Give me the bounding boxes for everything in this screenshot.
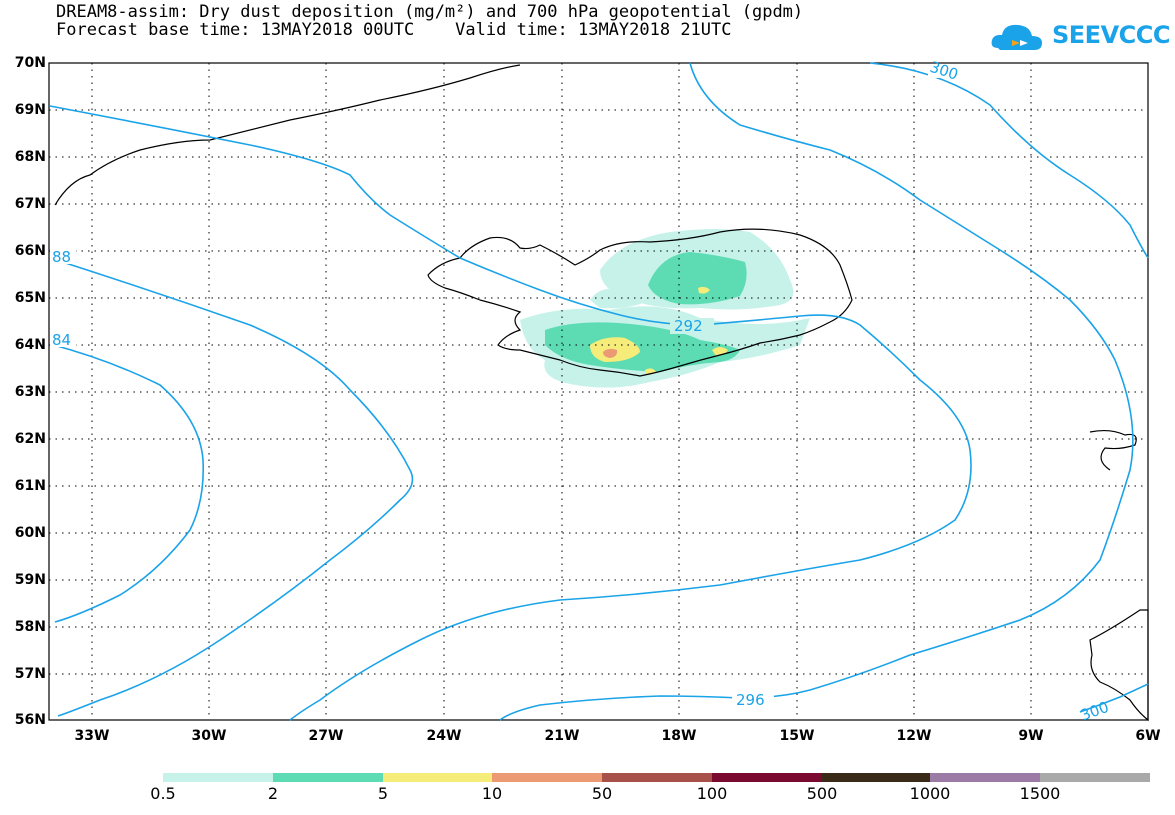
lat-label: 63N (14, 384, 46, 400)
legend-label: 10 (481, 784, 503, 803)
lon-label: 6W (1135, 728, 1161, 744)
lon-label: 18W (661, 728, 697, 744)
legend-label: 2 (267, 784, 279, 803)
lat-label: 67N (14, 196, 46, 212)
lat-label: 65N (14, 290, 46, 306)
lon-label: 30W (191, 728, 227, 744)
logo-text: SEEVCCC (1052, 21, 1171, 49)
lat-lon-grid (49, 63, 1148, 720)
coastline (54, 64, 1149, 722)
contour-label: 296 (736, 691, 765, 709)
dust-deposition-shading (520, 229, 810, 388)
lat-label: 70N (14, 55, 46, 71)
contour-label: 300 (928, 58, 961, 84)
contour-label: 292 (674, 317, 703, 335)
lon-label: 33W (74, 728, 110, 744)
contour-label: 84 (52, 331, 71, 349)
map-subtitle: Forecast base time: 13MAY2018 00UTC Vali… (56, 20, 732, 40)
lon-label: 27W (308, 728, 344, 744)
legend-label: 50 (591, 784, 613, 803)
lon-label: 12W (896, 728, 932, 744)
cloud-icon (991, 24, 1042, 50)
legend-label: 1500 (1019, 784, 1061, 803)
legend-label: 500 (806, 784, 838, 803)
lon-label: 24W (426, 728, 462, 744)
lat-label: 60N (14, 525, 46, 541)
lat-label: 69N (14, 102, 46, 118)
lon-label: 9W (1018, 728, 1044, 744)
contour-label: 88 (52, 248, 71, 266)
lat-label: 68N (14, 149, 46, 165)
lat-label: 57N (14, 666, 46, 682)
legend-label: 1000 (909, 784, 951, 803)
map-title: DREAM8-assim: Dry dust deposition (mg/m²… (56, 2, 804, 22)
lat-label: 61N (14, 478, 46, 494)
plot-frame (48, 62, 1149, 721)
legend-label: 100 (696, 784, 728, 803)
legend-label: 0.5 (150, 784, 176, 803)
lat-label: 66N (14, 243, 46, 259)
legend-label: 5 (377, 784, 389, 803)
lat-label: 64N (14, 337, 46, 353)
lat-label: 56N (14, 712, 46, 728)
lon-label: 21W (544, 728, 580, 744)
contour-labels: 300 88 84 292 296 300 (50, 58, 1111, 725)
lat-label: 62N (14, 431, 46, 447)
lon-label: 15W (779, 728, 815, 744)
geopotential-contours (49, 62, 1149, 721)
lat-label: 58N (14, 619, 46, 635)
color-legend (163, 773, 1150, 782)
lat-label: 59N (14, 572, 46, 588)
